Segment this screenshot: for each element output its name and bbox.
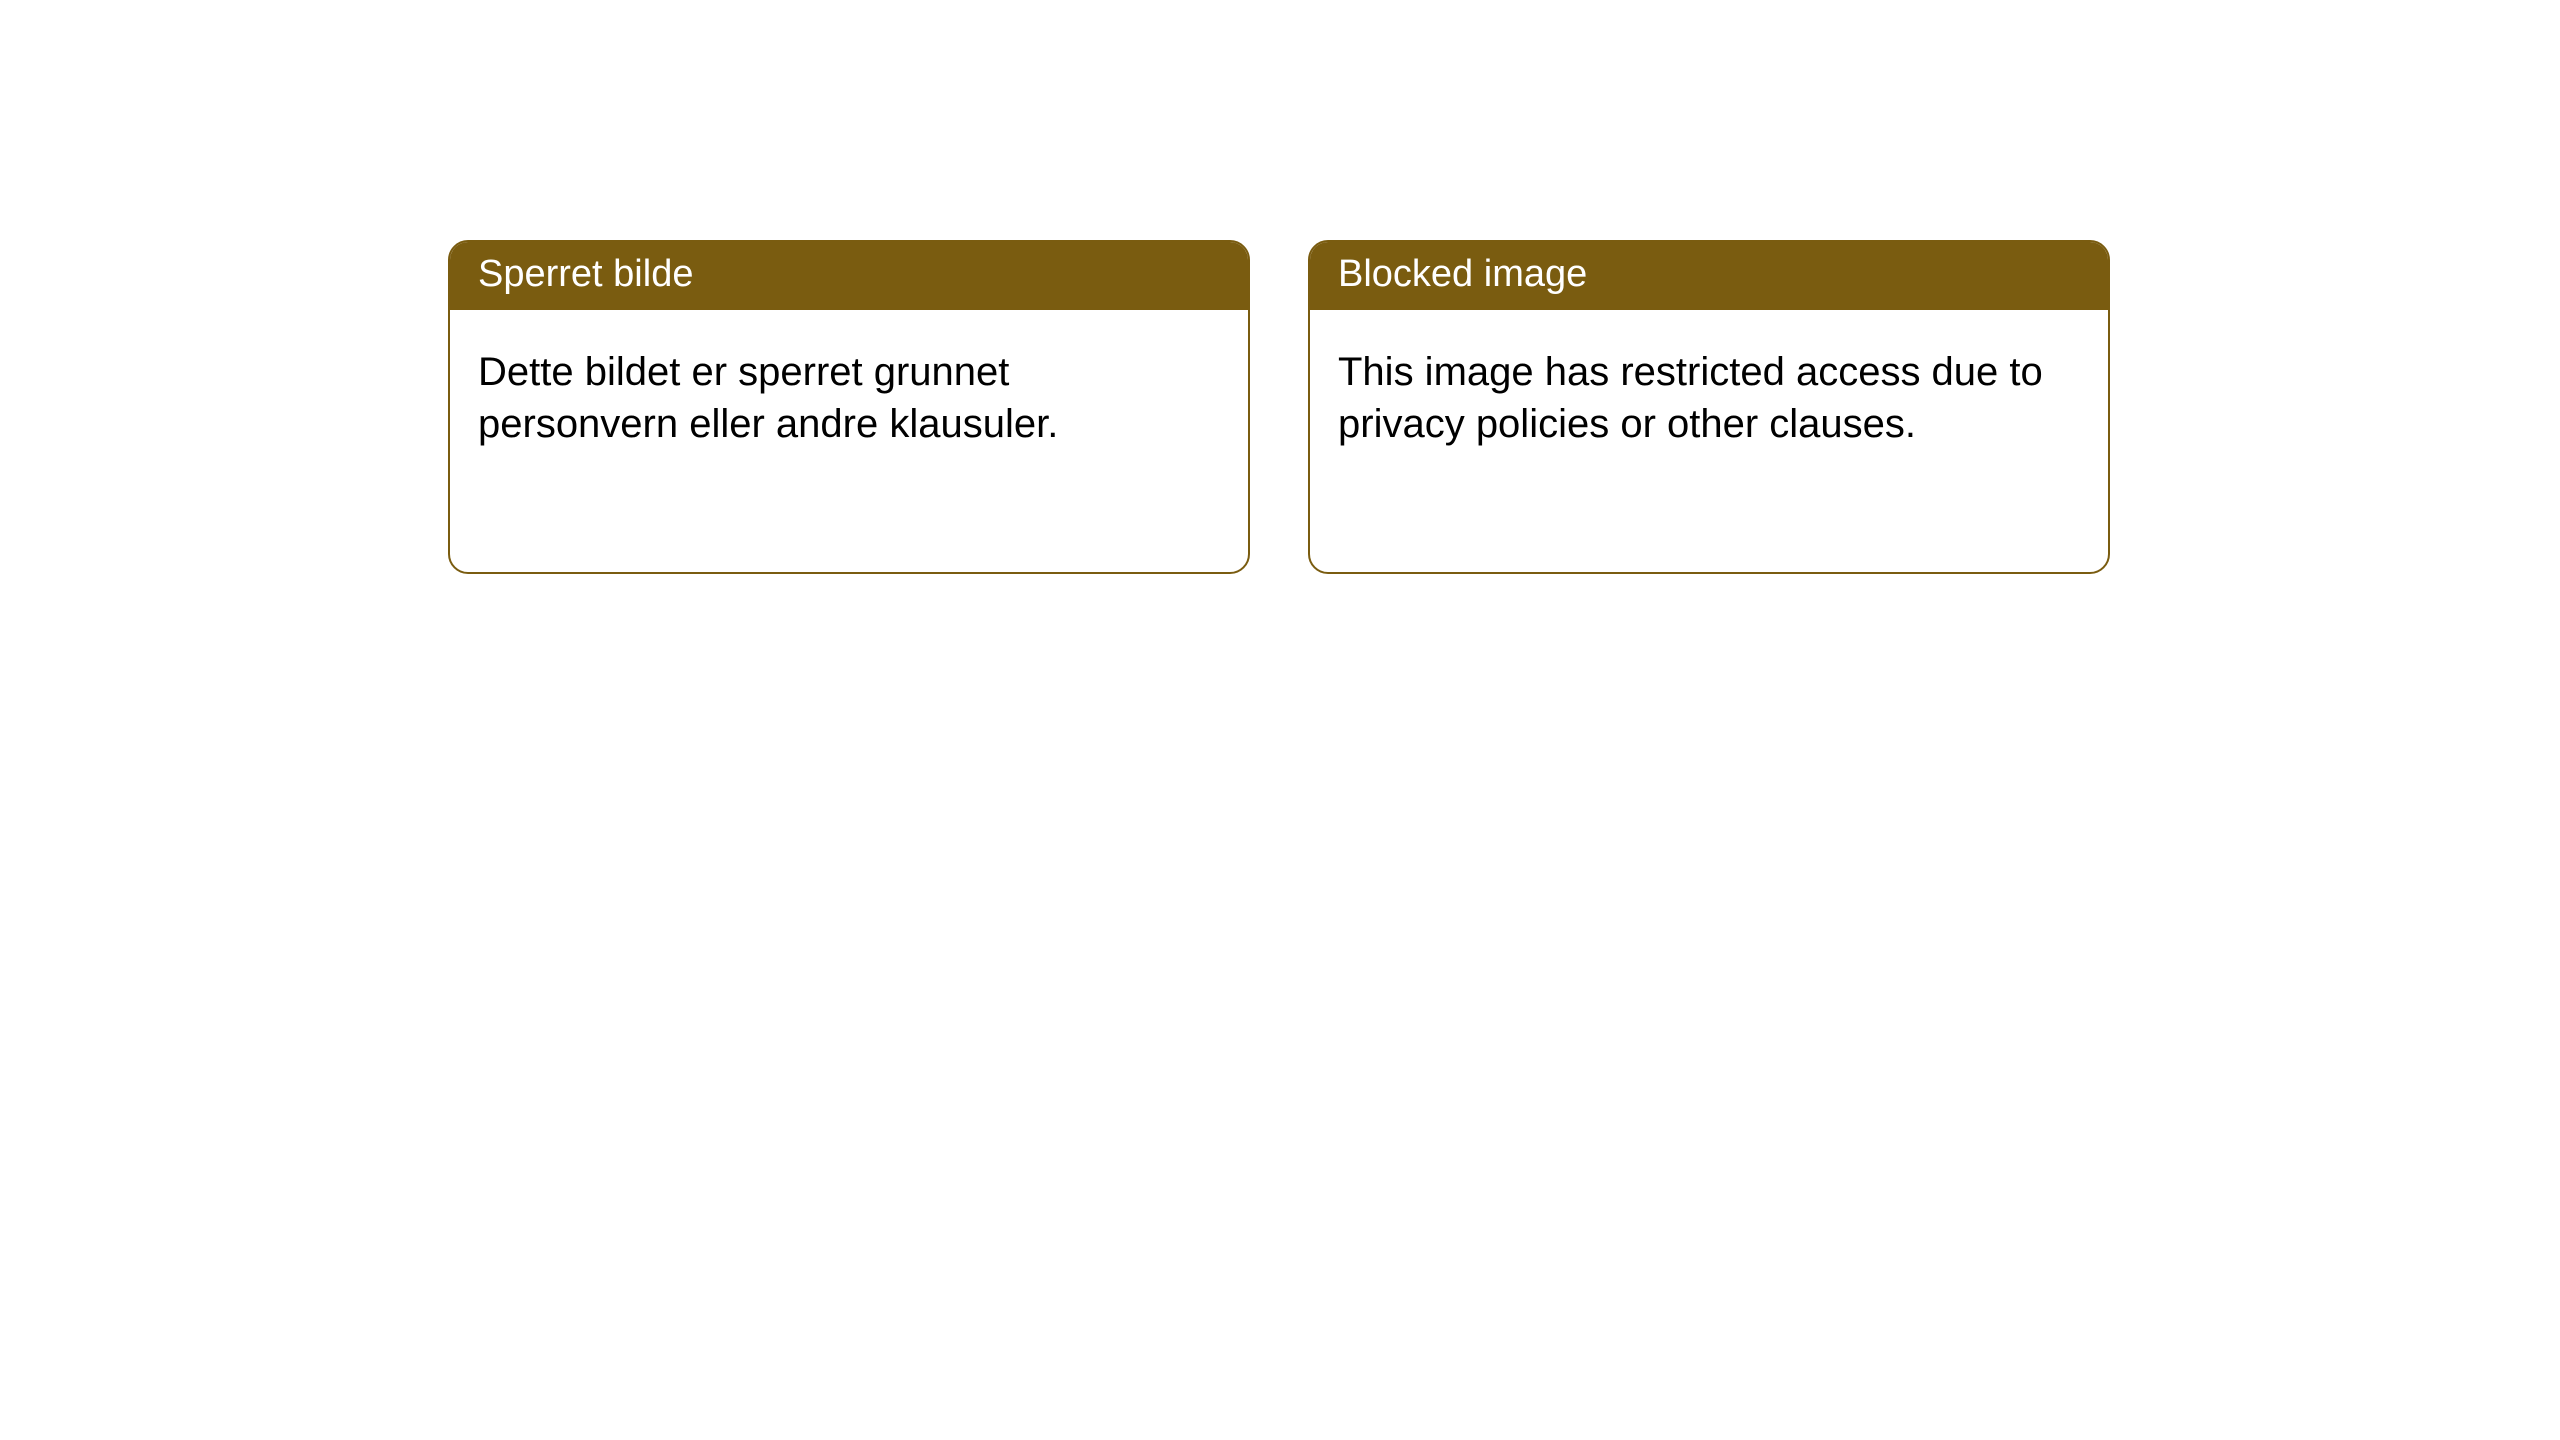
blocked-image-card-no: Sperret bilde Dette bildet er sperret gr…: [448, 240, 1250, 574]
card-body-en: This image has restricted access due to …: [1310, 310, 2108, 488]
blocked-image-card-en: Blocked image This image has restricted …: [1308, 240, 2110, 574]
card-message-en: This image has restricted access due to …: [1338, 350, 2043, 447]
card-title-no: Sperret bilde: [478, 253, 693, 295]
notice-container: Sperret bilde Dette bildet er sperret gr…: [0, 0, 2560, 574]
card-body-no: Dette bildet er sperret grunnet personve…: [450, 310, 1248, 488]
card-title-en: Blocked image: [1338, 253, 1587, 295]
card-header-no: Sperret bilde: [450, 242, 1248, 310]
card-header-en: Blocked image: [1310, 242, 2108, 310]
card-message-no: Dette bildet er sperret grunnet personve…: [478, 350, 1058, 447]
